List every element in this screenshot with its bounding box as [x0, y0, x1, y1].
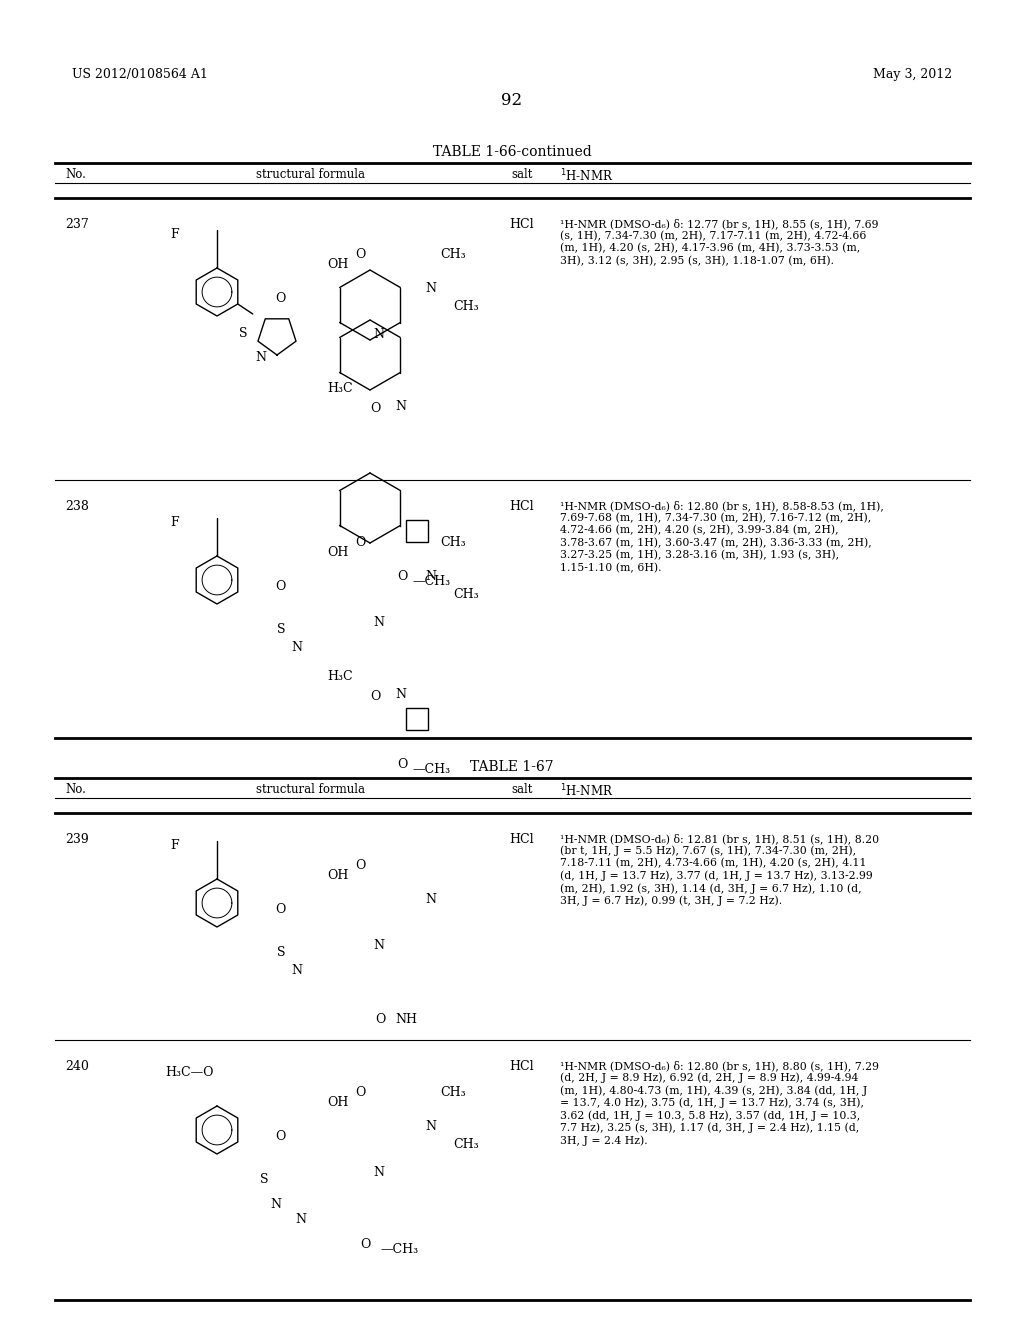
Text: N: N [295, 1213, 306, 1226]
Text: F: F [170, 516, 178, 529]
Text: (m, 2H), 1.92 (s, 3H), 1.14 (d, 3H, J = 6.7 Hz), 1.10 (d,: (m, 2H), 1.92 (s, 3H), 1.14 (d, 3H, J = … [560, 883, 861, 894]
Text: N: N [425, 894, 436, 906]
Text: O: O [370, 690, 380, 704]
Text: N: N [395, 400, 406, 413]
Text: = 13.7, 4.0 Hz), 3.75 (d, 1H, J = 13.7 Hz), 3.74 (s, 3H),: = 13.7, 4.0 Hz), 3.75 (d, 1H, J = 13.7 H… [560, 1097, 864, 1107]
Text: ¹H-NMR (DMSO-d₆) δ: 12.77 (br s, 1H), 8.55 (s, 1H), 7.69: ¹H-NMR (DMSO-d₆) δ: 12.77 (br s, 1H), 8.… [560, 218, 879, 228]
Text: HCl: HCl [510, 500, 535, 513]
Text: N: N [425, 570, 436, 583]
Text: N: N [373, 616, 384, 630]
Text: HCl: HCl [510, 1060, 535, 1073]
Text: (d, 1H, J = 13.7 Hz), 3.77 (d, 1H, J = 13.7 Hz), 3.13-2.99: (d, 1H, J = 13.7 Hz), 3.77 (d, 1H, J = 1… [560, 870, 872, 880]
Text: F: F [170, 228, 178, 242]
Text: N: N [291, 964, 302, 977]
Text: 7.69-7.68 (m, 1H), 7.34-7.30 (m, 2H), 7.16-7.12 (m, 2H),: 7.69-7.68 (m, 1H), 7.34-7.30 (m, 2H), 7.… [560, 512, 871, 523]
Text: N: N [425, 282, 436, 294]
Text: 238: 238 [65, 500, 89, 513]
Text: TABLE 1-67: TABLE 1-67 [470, 760, 554, 774]
Text: salt: salt [511, 783, 532, 796]
Text: 1.15-1.10 (m, 6H).: 1.15-1.10 (m, 6H). [560, 562, 662, 573]
Text: F: F [170, 840, 178, 851]
Text: H₃C: H₃C [327, 671, 352, 682]
Text: OH: OH [327, 546, 348, 558]
Text: ¹H-NMR (DMSO-d₆) δ: 12.80 (br s, 1H), 8.80 (s, 1H), 7.29: ¹H-NMR (DMSO-d₆) δ: 12.80 (br s, 1H), 8.… [560, 1060, 879, 1071]
Text: S: S [260, 1173, 268, 1185]
Text: S: S [239, 327, 248, 341]
Text: CH₃: CH₃ [440, 1086, 466, 1100]
Text: O: O [275, 579, 286, 593]
Text: N: N [395, 688, 406, 701]
Text: 239: 239 [65, 833, 89, 846]
Text: N: N [255, 351, 266, 364]
Text: ¹H-NMR (DMSO-d₆) δ: 12.81 (br s, 1H), 8.51 (s, 1H), 8.20: ¹H-NMR (DMSO-d₆) δ: 12.81 (br s, 1H), 8.… [560, 833, 880, 843]
Text: No.: No. [65, 783, 86, 796]
Text: N: N [270, 1199, 281, 1210]
Text: 7.7 Hz), 3.25 (s, 3H), 1.17 (d, 3H, J = 2.4 Hz), 1.15 (d,: 7.7 Hz), 3.25 (s, 3H), 1.17 (d, 3H, J = … [560, 1122, 859, 1133]
Text: CH₃: CH₃ [453, 300, 478, 313]
Text: 3.78-3.67 (m, 1H), 3.60-3.47 (m, 2H), 3.36-3.33 (m, 2H),: 3.78-3.67 (m, 1H), 3.60-3.47 (m, 2H), 3.… [560, 537, 871, 548]
Text: 3H, J = 2.4 Hz).: 3H, J = 2.4 Hz). [560, 1135, 647, 1146]
Text: S: S [278, 623, 286, 636]
Text: 240: 240 [65, 1060, 89, 1073]
Text: O: O [360, 1238, 371, 1251]
Text: ¹H-NMR (DMSO-d₆) δ: 12.80 (br s, 1H), 8.58-8.53 (m, 1H),: ¹H-NMR (DMSO-d₆) δ: 12.80 (br s, 1H), 8.… [560, 500, 884, 511]
Text: O: O [370, 403, 380, 414]
Text: $^{1}$H-NMR: $^{1}$H-NMR [560, 783, 613, 800]
Text: (s, 1H), 7.34-7.30 (m, 2H), 7.17-7.11 (m, 2H), 4.72-4.66: (s, 1H), 7.34-7.30 (m, 2H), 7.17-7.11 (m… [560, 231, 866, 240]
Text: O: O [355, 1086, 366, 1100]
Text: structural formula: structural formula [256, 168, 365, 181]
Text: CH₃: CH₃ [453, 1138, 478, 1151]
Text: 92: 92 [502, 92, 522, 110]
Text: O: O [275, 903, 286, 916]
Text: 3H), 3.12 (s, 3H), 2.95 (s, 3H), 1.18-1.07 (m, 6H).: 3H), 3.12 (s, 3H), 2.95 (s, 3H), 1.18-1.… [560, 256, 834, 265]
Bar [406, 520, 428, 543]
Text: O: O [355, 248, 366, 261]
Text: 3.27-3.25 (m, 1H), 3.28-3.16 (m, 3H), 1.93 (s, 3H),: 3.27-3.25 (m, 1H), 3.28-3.16 (m, 3H), 1.… [560, 550, 839, 561]
Text: OH: OH [327, 1096, 348, 1109]
Text: N: N [373, 327, 384, 341]
Text: OH: OH [327, 869, 348, 882]
Text: N: N [373, 939, 384, 952]
Text: structural formula: structural formula [256, 783, 365, 796]
Text: O: O [375, 1012, 385, 1026]
Text: N: N [425, 1119, 436, 1133]
Text: 237: 237 [65, 218, 89, 231]
Bar [406, 708, 428, 730]
Text: —CH₃: —CH₃ [412, 763, 451, 776]
Text: 3.62 (dd, 1H, J = 10.3, 5.8 Hz), 3.57 (dd, 1H, J = 10.3,: 3.62 (dd, 1H, J = 10.3, 5.8 Hz), 3.57 (d… [560, 1110, 860, 1121]
Text: HCl: HCl [510, 218, 535, 231]
Text: N: N [373, 1166, 384, 1179]
Text: O: O [275, 1130, 286, 1143]
Text: HCl: HCl [510, 833, 535, 846]
Text: (br t, 1H, J = 5.5 Hz), 7.67 (s, 1H), 7.34-7.30 (m, 2H),: (br t, 1H, J = 5.5 Hz), 7.67 (s, 1H), 7.… [560, 846, 856, 857]
Text: CH₃: CH₃ [440, 248, 466, 261]
Text: —CH₃: —CH₃ [380, 1243, 418, 1257]
Text: —CH₃: —CH₃ [412, 576, 451, 587]
Text: O: O [397, 570, 408, 583]
Text: $^{1}$H-NMR: $^{1}$H-NMR [560, 168, 613, 185]
Text: (m, 1H), 4.80-4.73 (m, 1H), 4.39 (s, 2H), 3.84 (dd, 1H, J: (m, 1H), 4.80-4.73 (m, 1H), 4.39 (s, 2H)… [560, 1085, 867, 1096]
Text: 3H, J = 6.7 Hz), 0.99 (t, 3H, J = 7.2 Hz).: 3H, J = 6.7 Hz), 0.99 (t, 3H, J = 7.2 Hz… [560, 895, 782, 906]
Text: 4.72-4.66 (m, 2H), 4.20 (s, 2H), 3.99-3.84 (m, 2H),: 4.72-4.66 (m, 2H), 4.20 (s, 2H), 3.99-3.… [560, 525, 839, 536]
Text: H₃C: H₃C [327, 381, 352, 395]
Text: May 3, 2012: May 3, 2012 [872, 69, 952, 81]
Text: CH₃: CH₃ [440, 536, 466, 549]
Text: salt: salt [511, 168, 532, 181]
Text: O: O [275, 292, 286, 305]
Text: O: O [355, 536, 366, 549]
Text: H₃C—O: H₃C—O [165, 1067, 213, 1078]
Text: OH: OH [327, 257, 348, 271]
Text: 7.18-7.11 (m, 2H), 4.73-4.66 (m, 1H), 4.20 (s, 2H), 4.11: 7.18-7.11 (m, 2H), 4.73-4.66 (m, 1H), 4.… [560, 858, 866, 869]
Text: N: N [291, 642, 302, 653]
Text: O: O [355, 859, 366, 873]
Text: CH₃: CH₃ [453, 587, 478, 601]
Text: (m, 1H), 4.20 (s, 2H), 4.17-3.96 (m, 4H), 3.73-3.53 (m,: (m, 1H), 4.20 (s, 2H), 4.17-3.96 (m, 4H)… [560, 243, 860, 253]
Text: No.: No. [65, 168, 86, 181]
Text: TABLE 1-66-continued: TABLE 1-66-continued [432, 145, 592, 158]
Text: O: O [397, 758, 408, 771]
Text: (d, 2H, J = 8.9 Hz), 6.92 (d, 2H, J = 8.9 Hz), 4.99-4.94: (d, 2H, J = 8.9 Hz), 6.92 (d, 2H, J = 8.… [560, 1072, 858, 1084]
Text: NH: NH [395, 1012, 417, 1026]
Text: US 2012/0108564 A1: US 2012/0108564 A1 [72, 69, 208, 81]
Text: S: S [278, 946, 286, 960]
